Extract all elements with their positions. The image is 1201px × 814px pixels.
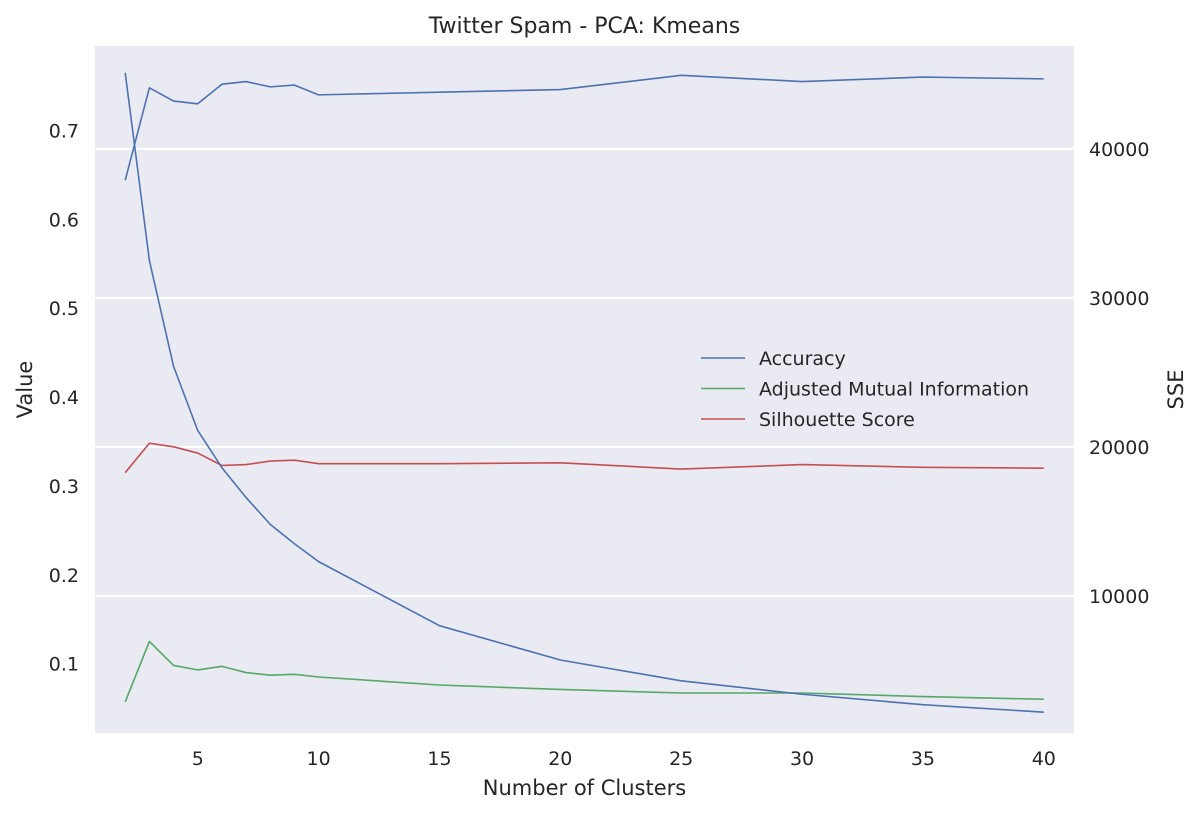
series-lines [124, 72, 1044, 713]
series-line [124, 74, 1044, 181]
series-line [124, 442, 1044, 474]
x-tick-label: 10 [307, 748, 331, 770]
y-tick-label-left: 0.3 [49, 476, 79, 498]
y-tick-label-left: 0.2 [49, 565, 79, 587]
x-tick-label: 20 [548, 748, 572, 770]
series-line [124, 72, 1044, 713]
ticks: 5 10 15 20 25 30 35 40 0.1 0.2 0.3 0.4 0.5 0.6 0.7 1000… [49, 120, 1150, 770]
y-tick-label-left: 0.4 [49, 387, 79, 409]
chart-title: Twitter Spam - PCA: Kmeans [428, 14, 740, 39]
legend-label: Adjusted Mutual Information [759, 379, 1029, 401]
y-axis-label-right: SSE [1164, 370, 1188, 410]
grid [95, 147, 1074, 597]
y-tick-label-left: 0.7 [49, 120, 79, 142]
y-tick-label-left: 0.1 [49, 654, 79, 676]
legend-label: Silhouette Score [759, 409, 915, 431]
series-line [124, 640, 1044, 703]
legend: Accuracy Adjusted Mutual Information Silho… [701, 348, 1029, 431]
y-tick-label-left: 0.6 [49, 209, 79, 231]
y-tick-label-right: 40000 [1089, 139, 1149, 161]
x-tick-label: 25 [669, 748, 693, 770]
y-tick-label-left: 0.5 [49, 298, 79, 320]
y-axis-label-left: Value [13, 361, 37, 419]
legend-label: Accuracy [759, 348, 846, 370]
y-tick-label-right: 20000 [1089, 437, 1149, 459]
x-tick-label: 15 [427, 748, 451, 770]
plot-area [95, 46, 1074, 733]
x-axis-label: Number of Clusters [483, 776, 686, 800]
x-tick-label: 35 [911, 748, 935, 770]
x-tick-label: 5 [192, 748, 204, 770]
y-tick-label-right: 10000 [1089, 586, 1149, 608]
x-tick-label: 40 [1032, 748, 1056, 770]
y-tick-label-right: 30000 [1089, 288, 1149, 310]
x-tick-label: 30 [790, 748, 814, 770]
